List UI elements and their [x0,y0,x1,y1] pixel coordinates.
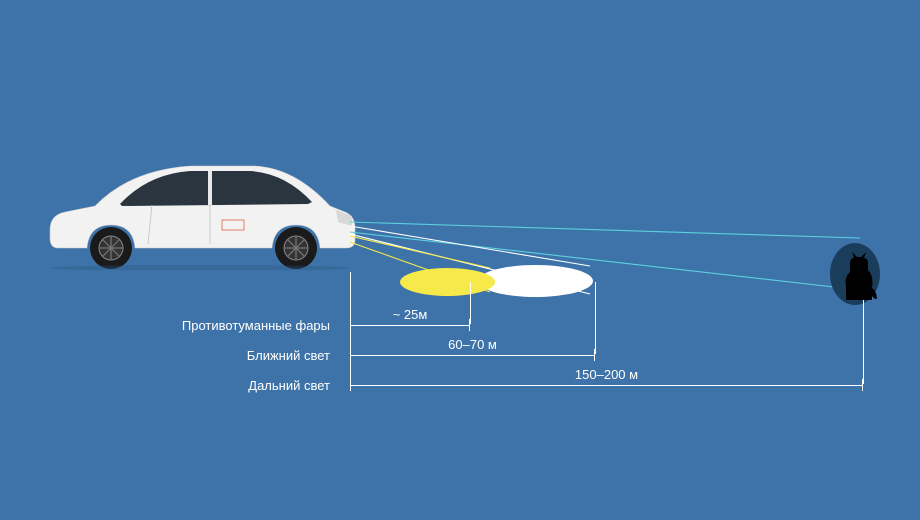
low-beam-ellipse [478,265,593,297]
distance-labels: Противотуманные фары ~ 25м Ближний свет … [0,310,920,400]
fog-beam-label: Противотуманные фары [0,318,338,333]
high-beam-label: Дальний свет [0,378,338,393]
low-beam-label: Ближний свет [0,348,338,363]
low-beam-distance: 60–70 м [442,337,503,352]
low-beam-row: Ближний свет 60–70 м [0,340,920,370]
fog-beam-ellipse [400,268,495,296]
beam-lines [350,210,870,310]
high-beam-distance: 150–200 м [569,367,644,382]
fog-beam-distance: ~ 25м [387,307,434,322]
headlight-range-diagram: Противотуманные фары ~ 25м Ближний свет … [0,0,920,520]
high-beam-row: Дальний свет 150–200 м [0,370,920,400]
car-illustration [40,140,360,270]
fog-beam-row: Противотуманные фары ~ 25м [0,310,920,340]
cat-icon [838,252,878,302]
